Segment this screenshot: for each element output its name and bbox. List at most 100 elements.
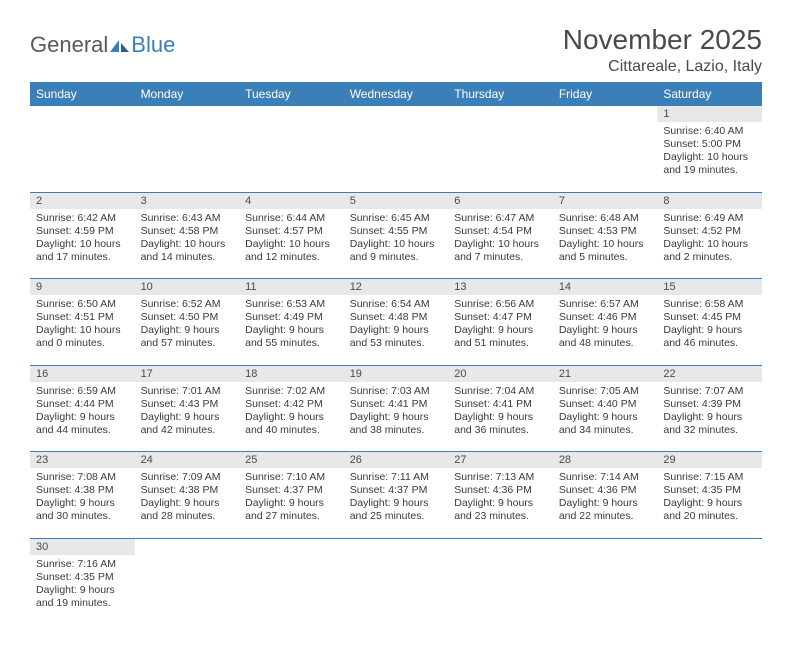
sunset-text: Sunset: 4:39 PM <box>663 398 756 411</box>
day-number: 12 <box>344 279 449 296</box>
sunset-text: Sunset: 4:41 PM <box>350 398 443 411</box>
dl2-text: and 25 minutes. <box>350 510 443 523</box>
day-cell-inner: Sunrise: 7:16 AMSunset: 4:35 PMDaylight:… <box>30 555 135 615</box>
dl2-text: and 46 minutes. <box>663 337 756 350</box>
day-cell: Sunrise: 7:11 AMSunset: 4:37 PMDaylight:… <box>344 468 449 538</box>
sunrise-text: Sunrise: 6:50 AM <box>36 298 129 311</box>
dl2-text: and 14 minutes. <box>141 251 234 264</box>
day-cell: Sunrise: 6:43 AMSunset: 4:58 PMDaylight:… <box>135 209 240 279</box>
sunset-text: Sunset: 4:55 PM <box>350 225 443 238</box>
weekday-header-row: Sunday Monday Tuesday Wednesday Thursday… <box>30 82 762 106</box>
day-cell: Sunrise: 7:02 AMSunset: 4:42 PMDaylight:… <box>239 382 344 452</box>
day-number-row: 1 <box>30 106 762 122</box>
week-row: Sunrise: 6:40 AMSunset: 5:00 PMDaylight:… <box>30 122 762 192</box>
sunset-text: Sunset: 4:53 PM <box>559 225 652 238</box>
day-cell-inner: Sunrise: 6:44 AMSunset: 4:57 PMDaylight:… <box>239 209 344 269</box>
sunset-text: Sunset: 4:44 PM <box>36 398 129 411</box>
day-cell <box>135 122 240 192</box>
dl2-text: and 20 minutes. <box>663 510 756 523</box>
day-cell: Sunrise: 7:04 AMSunset: 4:41 PMDaylight:… <box>448 382 553 452</box>
logo: General Blue <box>30 24 175 58</box>
sunrise-text: Sunrise: 7:04 AM <box>454 385 547 398</box>
day-number <box>30 106 135 122</box>
day-number: 17 <box>135 365 240 382</box>
sunset-text: Sunset: 5:00 PM <box>663 138 756 151</box>
sunset-text: Sunset: 4:41 PM <box>454 398 547 411</box>
sunset-text: Sunset: 4:38 PM <box>36 484 129 497</box>
day-cell: Sunrise: 6:58 AMSunset: 4:45 PMDaylight:… <box>657 295 762 365</box>
sunrise-text: Sunrise: 6:52 AM <box>141 298 234 311</box>
sunset-text: Sunset: 4:57 PM <box>245 225 338 238</box>
day-cell: Sunrise: 6:44 AMSunset: 4:57 PMDaylight:… <box>239 209 344 279</box>
day-cell-inner: Sunrise: 7:01 AMSunset: 4:43 PMDaylight:… <box>135 382 240 442</box>
day-number: 9 <box>30 279 135 296</box>
day-cell: Sunrise: 6:49 AMSunset: 4:52 PMDaylight:… <box>657 209 762 279</box>
day-cell-inner: Sunrise: 6:54 AMSunset: 4:48 PMDaylight:… <box>344 295 449 355</box>
sunrise-text: Sunrise: 6:47 AM <box>454 212 547 225</box>
dl1-text: Daylight: 10 hours <box>350 238 443 251</box>
weekday-header: Saturday <box>657 82 762 106</box>
day-cell <box>239 555 344 625</box>
day-number: 8 <box>657 192 762 209</box>
header-row: General Blue November 2025 Cittareale, L… <box>30 24 762 76</box>
dl1-text: Daylight: 9 hours <box>245 411 338 424</box>
day-cell: Sunrise: 6:57 AMSunset: 4:46 PMDaylight:… <box>553 295 658 365</box>
sunset-text: Sunset: 4:46 PM <box>559 311 652 324</box>
day-cell-inner: Sunrise: 7:11 AMSunset: 4:37 PMDaylight:… <box>344 468 449 528</box>
dl1-text: Daylight: 9 hours <box>559 324 652 337</box>
day-cell: Sunrise: 6:45 AMSunset: 4:55 PMDaylight:… <box>344 209 449 279</box>
day-number: 30 <box>30 538 135 555</box>
day-number <box>448 106 553 122</box>
day-cell <box>344 122 449 192</box>
location-text: Cittareale, Lazio, Italy <box>563 58 762 76</box>
sunrise-text: Sunrise: 6:44 AM <box>245 212 338 225</box>
day-number: 24 <box>135 452 240 469</box>
day-cell: Sunrise: 7:03 AMSunset: 4:41 PMDaylight:… <box>344 382 449 452</box>
sunrise-text: Sunrise: 7:07 AM <box>663 385 756 398</box>
sunset-text: Sunset: 4:45 PM <box>663 311 756 324</box>
day-cell-inner: Sunrise: 7:09 AMSunset: 4:38 PMDaylight:… <box>135 468 240 528</box>
day-cell-inner: Sunrise: 6:56 AMSunset: 4:47 PMDaylight:… <box>448 295 553 355</box>
dl1-text: Daylight: 9 hours <box>245 497 338 510</box>
day-number <box>553 106 658 122</box>
month-title: November 2025 <box>563 24 762 56</box>
dl2-text: and 53 minutes. <box>350 337 443 350</box>
sunrise-text: Sunrise: 7:14 AM <box>559 471 652 484</box>
day-cell <box>553 122 658 192</box>
day-cell: Sunrise: 7:09 AMSunset: 4:38 PMDaylight:… <box>135 468 240 538</box>
sunset-text: Sunset: 4:38 PM <box>141 484 234 497</box>
day-number: 6 <box>448 192 553 209</box>
sunrise-text: Sunrise: 6:59 AM <box>36 385 129 398</box>
day-cell-inner: Sunrise: 7:07 AMSunset: 4:39 PMDaylight:… <box>657 382 762 442</box>
day-cell-inner: Sunrise: 7:05 AMSunset: 4:40 PMDaylight:… <box>553 382 658 442</box>
dl1-text: Daylight: 10 hours <box>663 151 756 164</box>
sunrise-text: Sunrise: 7:13 AM <box>454 471 547 484</box>
day-number: 10 <box>135 279 240 296</box>
dl2-text: and 7 minutes. <box>454 251 547 264</box>
dl2-text: and 2 minutes. <box>663 251 756 264</box>
dl1-text: Daylight: 9 hours <box>36 497 129 510</box>
day-number: 27 <box>448 452 553 469</box>
day-number-row: 16171819202122 <box>30 365 762 382</box>
dl1-text: Daylight: 9 hours <box>454 411 547 424</box>
dl2-text: and 12 minutes. <box>245 251 338 264</box>
calendar-table: Sunday Monday Tuesday Wednesday Thursday… <box>30 82 762 625</box>
sunrise-text: Sunrise: 6:54 AM <box>350 298 443 311</box>
sunrise-text: Sunrise: 7:05 AM <box>559 385 652 398</box>
day-cell: Sunrise: 7:01 AMSunset: 4:43 PMDaylight:… <box>135 382 240 452</box>
logo-text-blue: Blue <box>131 32 175 58</box>
day-cell: Sunrise: 7:07 AMSunset: 4:39 PMDaylight:… <box>657 382 762 452</box>
day-number: 23 <box>30 452 135 469</box>
dl2-text: and 36 minutes. <box>454 424 547 437</box>
day-number <box>239 538 344 555</box>
day-cell: Sunrise: 7:05 AMSunset: 4:40 PMDaylight:… <box>553 382 658 452</box>
day-cell-inner: Sunrise: 6:57 AMSunset: 4:46 PMDaylight:… <box>553 295 658 355</box>
day-cell <box>448 122 553 192</box>
dl1-text: Daylight: 10 hours <box>454 238 547 251</box>
day-number: 3 <box>135 192 240 209</box>
sunrise-text: Sunrise: 6:53 AM <box>245 298 338 311</box>
sunrise-text: Sunrise: 6:43 AM <box>141 212 234 225</box>
title-block: November 2025 Cittareale, Lazio, Italy <box>563 24 762 76</box>
dl2-text: and 44 minutes. <box>36 424 129 437</box>
day-cell <box>239 122 344 192</box>
